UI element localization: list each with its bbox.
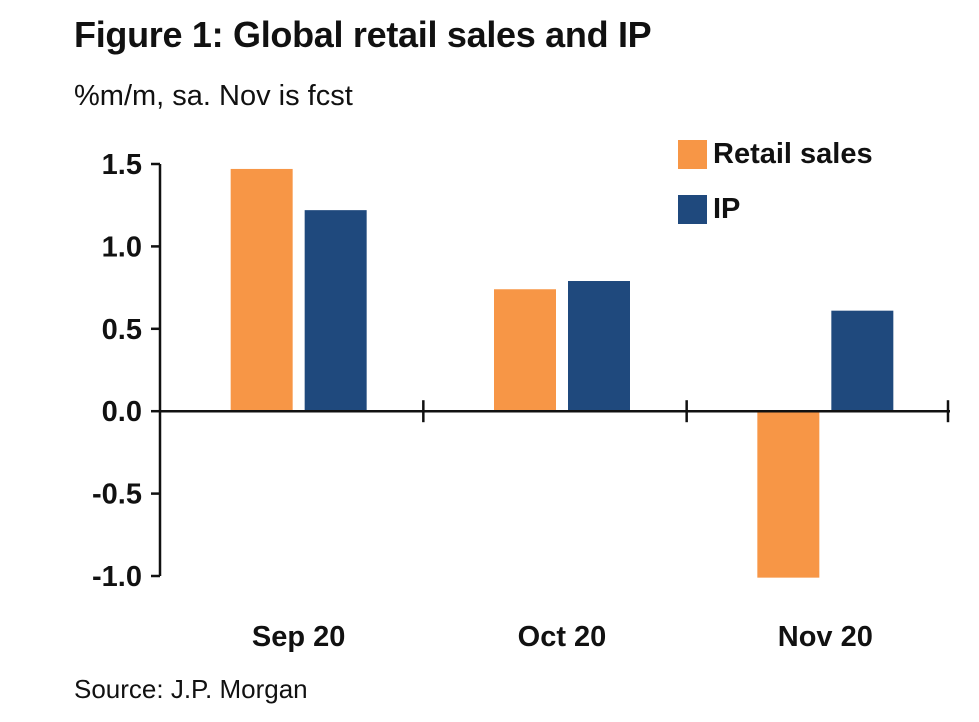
chart-subtitle: %m/m, sa. Nov is fcst: [74, 80, 353, 112]
legend: Retail sales IP: [678, 138, 873, 248]
legend-label-ip: IP: [713, 193, 741, 225]
y-tick-label: 0.5: [102, 314, 142, 346]
legend-swatch-ip: [678, 195, 707, 224]
legend-item-retail-sales: Retail sales: [678, 138, 873, 171]
legend-item-ip: IP: [678, 193, 873, 226]
bar-retail-sales-sep-20: [230, 168, 293, 412]
bars-layer: [230, 168, 894, 578]
y-tick-label: -1.0: [92, 561, 142, 593]
bar-retail-sales-nov-20: [757, 411, 820, 578]
chart-source: Source: J.P. Morgan: [74, 674, 308, 704]
chart-title: Figure 1: Global retail sales and IP: [74, 14, 652, 55]
bar-retail-sales-oct-20: [494, 289, 556, 412]
bar-ip-sep-20: [304, 210, 367, 412]
y-tick-label: 0.0: [102, 396, 142, 428]
x-tick-labels: Sep 20 Oct 20 Nov 20: [252, 621, 873, 653]
legend-label-retail-sales: Retail sales: [713, 138, 873, 170]
x-tick-label: Nov 20: [778, 621, 873, 653]
y-tick-labels: 1.5 1.0 0.5 0.0 -0.5 -1.0: [92, 149, 142, 593]
legend-swatch-retail-sales: [678, 140, 707, 169]
y-tick-label: -0.5: [92, 479, 142, 511]
bar-ip-nov-20: [831, 310, 894, 412]
y-tick-label: 1.5: [102, 149, 142, 181]
x-tick-label: Sep 20: [252, 621, 346, 653]
axes-layer: [151, 162, 950, 578]
bar-ip-oct-20: [568, 281, 630, 412]
y-tick-label: 1.0: [102, 231, 142, 263]
x-tick-label: Oct 20: [518, 621, 607, 653]
